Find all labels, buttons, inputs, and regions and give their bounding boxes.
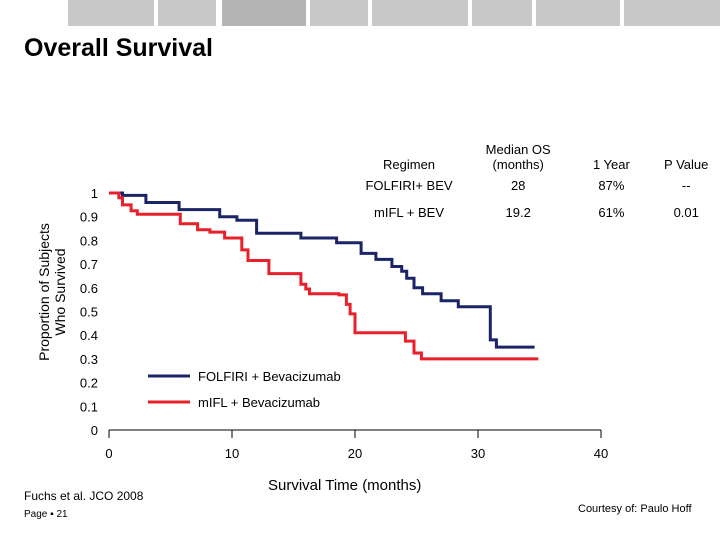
page-number: Page ▪ 21 bbox=[24, 509, 68, 520]
y-tick-label: 0.1 bbox=[80, 399, 98, 414]
y-tick-label: 0 bbox=[91, 423, 98, 438]
y-tick-label: 1 bbox=[91, 186, 98, 201]
top-bar-block bbox=[624, 0, 720, 26]
stats-cell: 19.2 bbox=[505, 205, 531, 220]
top-bar-block bbox=[158, 0, 216, 26]
x-tick-label: 10 bbox=[225, 446, 239, 461]
top-bar-block bbox=[68, 0, 154, 26]
top-decoration-bar bbox=[0, 0, 720, 28]
stats-cell: 0.01 bbox=[673, 205, 699, 220]
stats-header-p-value: P Value bbox=[664, 157, 709, 172]
top-bar-block bbox=[472, 0, 532, 26]
stats-cell: 87% bbox=[598, 178, 625, 193]
stats-header-regimen: Regimen bbox=[383, 157, 436, 172]
y-tick-label: 0.7 bbox=[80, 257, 98, 272]
survival-stats-table: Regimen Median OS (months) 1 Year P Valu… bbox=[352, 142, 720, 226]
y-tick-label: 0.4 bbox=[80, 328, 98, 343]
y-tick-label: 0.8 bbox=[80, 233, 98, 248]
x-axis-label: Survival Time (months) bbox=[268, 477, 422, 494]
stats-cell: -- bbox=[681, 178, 691, 193]
stats-header-row: Regimen Median OS (months) 1 Year P Valu… bbox=[352, 142, 720, 172]
y-tick-label: 0.5 bbox=[80, 305, 98, 320]
stats-header-one-year: 1 Year bbox=[592, 157, 630, 172]
stats-cell: FOLFIRI+ BEV bbox=[365, 178, 453, 193]
x-tick-label: 20 bbox=[348, 446, 362, 461]
top-bar-block bbox=[222, 0, 306, 26]
survival-curve-mifl-bev bbox=[109, 191, 539, 361]
top-bar-block bbox=[372, 0, 468, 26]
stats-header-median-os: Median OS (months) bbox=[485, 142, 551, 172]
stats-cell: 61% bbox=[598, 205, 625, 220]
x-tick-label: 30 bbox=[471, 446, 485, 461]
stats-cell: 28 bbox=[510, 178, 526, 193]
y-tick-label: 0.3 bbox=[80, 352, 98, 367]
x-tick-label: 0 bbox=[105, 446, 112, 461]
stats-row-mifl: mIFL + BEV 19.2 61% 0.01 bbox=[352, 199, 720, 226]
legend-label: FOLFIRI + Bevacizumab bbox=[198, 369, 341, 384]
y-tick-label: 0.6 bbox=[80, 281, 98, 296]
stats-cell: mIFL + BEV bbox=[374, 205, 444, 220]
courtesy-note: Courtesy of: Paulo Hoff bbox=[578, 503, 692, 515]
top-bar-block bbox=[536, 0, 620, 26]
stats-row-folfiri: FOLFIRI+ BEV 28 87% -- bbox=[352, 172, 720, 199]
y-tick-label: 0.2 bbox=[80, 376, 98, 391]
top-bar-block bbox=[310, 0, 368, 26]
citation: Fuchs et al. JCO 2008 bbox=[24, 489, 144, 503]
x-tick-label: 40 bbox=[594, 446, 608, 461]
slide-title: Overall Survival bbox=[24, 34, 214, 62]
legend-label: mIFL + Bevacizumab bbox=[198, 395, 320, 410]
y-tick-label: 0.9 bbox=[80, 210, 98, 225]
survival-curve-folfiri-bev bbox=[109, 191, 535, 349]
